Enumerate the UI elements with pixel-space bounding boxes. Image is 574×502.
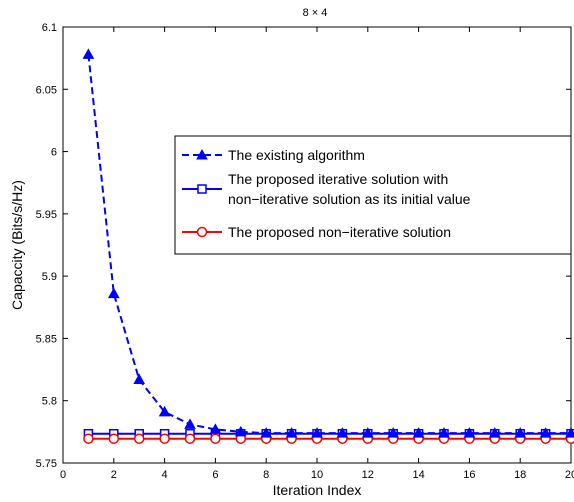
data-point bbox=[83, 433, 94, 444]
legend-label: The existing algorithm bbox=[228, 147, 365, 163]
data-point bbox=[311, 427, 323, 438]
data-point bbox=[438, 427, 450, 438]
data-point bbox=[260, 427, 273, 438]
x-tick-label: 20 bbox=[565, 469, 574, 481]
data-point bbox=[361, 427, 374, 438]
data-point bbox=[539, 427, 552, 438]
y-tick-label: 5.85 bbox=[36, 333, 57, 345]
series-triangle bbox=[82, 48, 574, 438]
x-axis-label: Iteration Index bbox=[273, 482, 362, 498]
x-tick-label: 6 bbox=[212, 469, 218, 481]
data-point bbox=[107, 287, 120, 299]
x-tick-label: 10 bbox=[311, 469, 323, 481]
data-point bbox=[108, 433, 120, 444]
chart-title: 8 × 4 bbox=[303, 7, 328, 19]
data-point bbox=[488, 427, 501, 438]
y-tick-label: 5.8 bbox=[42, 396, 57, 408]
x-tick-label: 12 bbox=[362, 469, 374, 481]
x-tick-label: 0 bbox=[60, 469, 66, 481]
data-point bbox=[184, 433, 196, 444]
y-tick-label: 6.05 bbox=[36, 84, 57, 96]
legend-label: non−iterative solution as its initial va… bbox=[228, 191, 471, 207]
x-tick-label: 4 bbox=[162, 469, 168, 481]
data-point bbox=[234, 425, 247, 437]
y-tick-label: 6.1 bbox=[42, 22, 57, 34]
legend-marker bbox=[196, 148, 208, 160]
data-point bbox=[159, 433, 170, 444]
data-point bbox=[209, 423, 222, 434]
legend-marker bbox=[197, 184, 207, 194]
data-point bbox=[387, 427, 400, 438]
legend-box bbox=[174, 135, 572, 255]
y-tick-label: 5.95 bbox=[36, 209, 57, 221]
data-point bbox=[82, 48, 95, 59]
legend-marker bbox=[196, 226, 208, 238]
axis-ticks: 0 2 4 6 8 10 12 14 16 18 20 5.75 5.8 5.85 5.9 5.95 6 6.05… bbox=[36, 22, 574, 481]
legend-label: The proposed iterative solution with bbox=[228, 171, 448, 187]
legend-label: The proposed non−iterative solution bbox=[228, 224, 451, 240]
legend-item: The proposed non−iterative solution bbox=[182, 224, 451, 240]
y-tick-label: 6 bbox=[51, 147, 57, 159]
x-tick-label: 16 bbox=[463, 469, 475, 481]
y-tick-label: 5.75 bbox=[36, 458, 57, 470]
series-layer bbox=[82, 48, 574, 444]
legend-item: The existing algorithm bbox=[182, 147, 365, 163]
legend-item: The proposed iterative solution with non−… bbox=[182, 171, 471, 207]
data-point bbox=[133, 373, 146, 385]
y-tick-label: 5.9 bbox=[42, 271, 57, 283]
data-point bbox=[463, 427, 476, 438]
data-point bbox=[210, 433, 221, 444]
x-tick-label: 8 bbox=[263, 469, 269, 481]
x-tick-label: 2 bbox=[111, 469, 117, 481]
data-point bbox=[133, 433, 145, 444]
y-axis-label: Capaccity (Bits/s/Hz) bbox=[9, 180, 25, 310]
data-point bbox=[184, 418, 196, 429]
data-point bbox=[336, 427, 349, 438]
data-point bbox=[412, 427, 425, 438]
x-tick-label: 18 bbox=[514, 469, 526, 481]
legend: The existing algorithm The proposed itera… bbox=[174, 135, 572, 255]
data-point bbox=[285, 427, 298, 438]
data-point bbox=[158, 405, 171, 417]
data-point bbox=[514, 427, 527, 438]
x-tick-label: 14 bbox=[412, 469, 424, 481]
